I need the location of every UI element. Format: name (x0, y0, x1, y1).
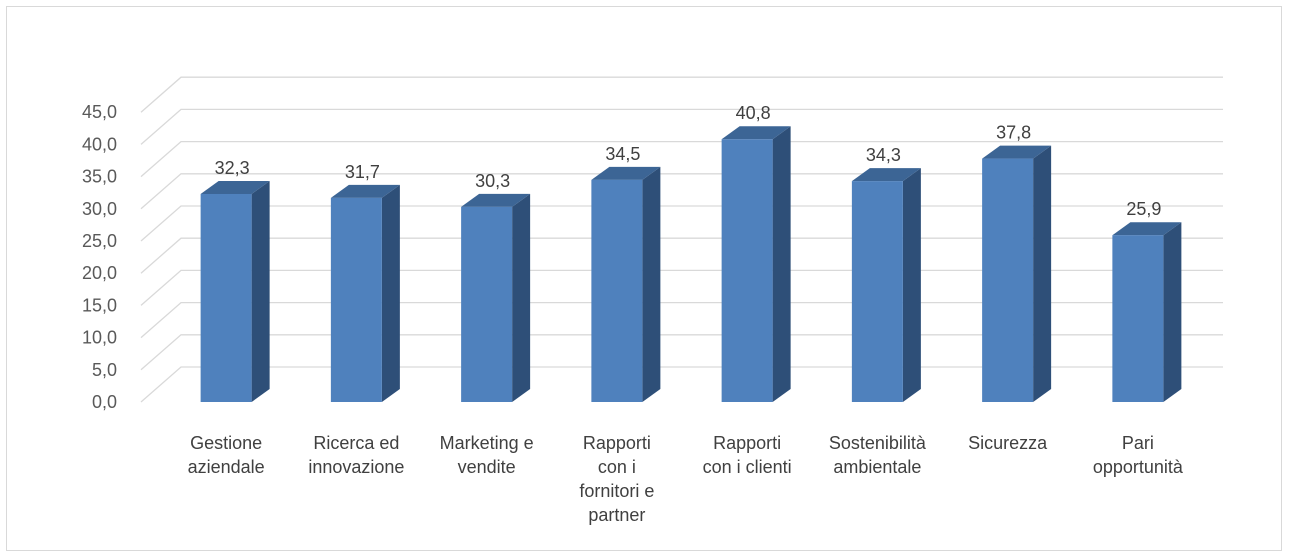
category-label-line: vendite (458, 457, 516, 477)
y-tick-label: 0,0 (92, 392, 117, 412)
gridline (140, 237, 1223, 274)
category-label-line: opportunità (1093, 457, 1184, 477)
gridline (140, 140, 1223, 178)
data-label: 34,5 (605, 144, 640, 164)
category-label: Rapporti con i fornitori e partner (579, 433, 654, 525)
data-label: 31,7 (345, 162, 380, 182)
y-axis-ticks: 0,0 5,0 10,0 15,0 20,0 25,0 30,0 35,0 40,0 45,0 (82, 102, 117, 412)
category-label-line: con i (598, 457, 636, 477)
bar-side (251, 180, 270, 402)
y-tick-label: 45,0 (82, 102, 117, 122)
category-label-line: Rapporti (583, 433, 651, 453)
category-label-line: Pari (1122, 433, 1154, 453)
category-label: Sicurezza (968, 433, 1048, 453)
gridline (140, 173, 1223, 210)
category-label: Ricerca ed innovazione (308, 433, 404, 477)
bar-top (982, 145, 1052, 159)
bar-side (512, 193, 531, 402)
category-label-line: Rapporti (713, 433, 781, 453)
bar (721, 139, 773, 403)
y-tick-label: 15,0 (82, 295, 117, 315)
bar (1112, 235, 1164, 402)
category-label-line: Gestione (190, 433, 262, 453)
y-tick-label: 35,0 (82, 167, 117, 187)
bar (591, 179, 643, 402)
bar-top (1112, 222, 1182, 236)
data-label: 37,8 (996, 123, 1031, 143)
category-label-line: Sicurezza (968, 433, 1048, 453)
category-label: Gestione aziendale (188, 433, 265, 477)
bar-top (851, 168, 921, 182)
y-tick-label: 30,0 (82, 199, 117, 219)
bar-top (721, 126, 791, 140)
category-label-line: ambientale (833, 457, 921, 477)
gridlines (140, 76, 1223, 403)
bar (851, 181, 903, 402)
y-tick-label: 10,0 (82, 328, 117, 348)
data-label: 25,9 (1126, 199, 1161, 219)
bar (330, 197, 382, 402)
gridline (140, 366, 1223, 403)
category-label: Sostenibilità ambientale (829, 433, 927, 477)
y-tick-label: 20,0 (82, 263, 117, 283)
bar (200, 193, 252, 402)
bar (461, 206, 513, 402)
category-label-line: Sostenibilità (829, 433, 927, 453)
category-label-line: con i clienti (703, 457, 792, 477)
category-label: Pari opportunità (1093, 433, 1184, 477)
bar-side (642, 166, 661, 402)
y-tick-label: 5,0 (92, 360, 117, 380)
gridline (140, 205, 1223, 242)
bar-side (1033, 145, 1052, 402)
category-label-line: innovazione (308, 457, 404, 477)
y-tick-label: 40,0 (82, 134, 117, 154)
bar-side (1163, 222, 1182, 402)
bar (982, 158, 1034, 402)
bar-side (902, 168, 921, 402)
data-label: 30,3 (475, 171, 510, 191)
bar-side (381, 184, 400, 402)
gridline (140, 76, 1223, 113)
data-label: 40,8 (736, 103, 771, 123)
data-label: 34,3 (866, 145, 901, 165)
category-label-line: Ricerca ed (313, 433, 399, 453)
gridline (140, 301, 1223, 339)
category-label-line: partner (588, 505, 645, 525)
y-tick-label: 25,0 (82, 231, 117, 251)
data-label: 32,3 (215, 158, 250, 178)
bars (200, 126, 1182, 403)
category-label: Rapporti con i clienti (703, 433, 792, 477)
category-labels: Gestione aziendale Ricerca ed innovazione Ma… (188, 433, 1184, 525)
gridline (140, 108, 1223, 145)
category-label-line: aziendale (188, 457, 265, 477)
category-label: Marketing e vendite (440, 433, 534, 477)
gridline (140, 269, 1223, 306)
bar-top (330, 184, 400, 198)
bar-top (200, 180, 270, 194)
bar-top (461, 193, 531, 207)
category-label-line: fornitori e (579, 481, 654, 501)
bar-top (591, 166, 661, 180)
data-labels: 32,3 31,7 30,3 34,5 40,8 34,3 37,8 25,9 (215, 103, 1162, 219)
bar-side (772, 126, 791, 403)
category-label-line: Marketing e (440, 433, 534, 453)
gridline (140, 334, 1223, 371)
